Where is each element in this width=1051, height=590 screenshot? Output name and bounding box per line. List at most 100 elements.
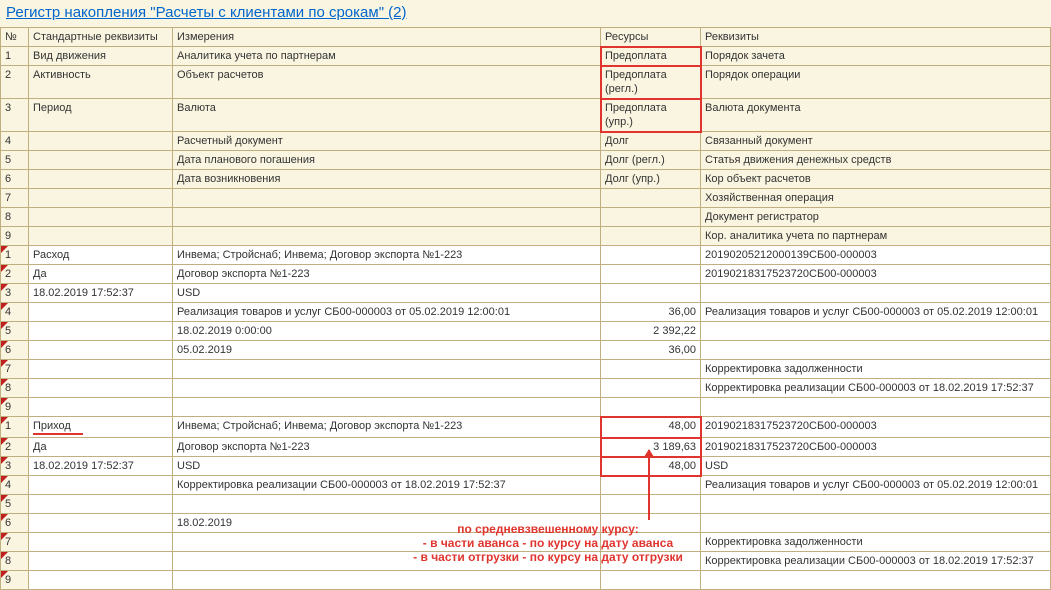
- table-row[interactable]: 5: [1, 495, 1051, 514]
- cell-res: Предоплата (упр.): [601, 99, 701, 132]
- table-row[interactable]: 7 Корректировка задолженности: [1, 360, 1051, 379]
- register-table: № Стандартные реквизиты Измерения Ресурс…: [0, 27, 1051, 590]
- row-num: 3: [1, 457, 29, 476]
- cell-res: Предоплата: [601, 47, 701, 66]
- table-row[interactable]: 8Корректировка реализации СБ00-000003 от…: [1, 379, 1051, 398]
- cell-req: [701, 341, 1051, 360]
- table-row[interactable]: 318.02.2019 17:52:37USD: [1, 284, 1051, 303]
- cell-req: USD: [701, 457, 1051, 476]
- table-row[interactable]: 6Дата возникновенияДолг (упр.)Кор объект…: [1, 170, 1051, 189]
- row-num: 6: [1, 341, 29, 360]
- cell-res: 2 392,22: [601, 322, 701, 341]
- row-num: 5: [1, 322, 29, 341]
- cell-req: 20190205212000139СБ00-000003: [701, 246, 1051, 265]
- col-res: Ресурсы: [601, 28, 701, 47]
- page-title[interactable]: Регистр накопления "Расчеты с клиентами …: [0, 0, 1051, 27]
- table-row[interactable]: 5Дата планового погашенияДолг (регл.)Ста…: [1, 151, 1051, 170]
- table-row[interactable]: 7Хозяйственная операция: [1, 189, 1051, 208]
- cell-dim: Аналитика учета по партнерам: [173, 47, 601, 66]
- cell-dim: [173, 360, 601, 379]
- table-row[interactable]: 9: [1, 398, 1051, 417]
- cell-dim: Договор экспорта №1-223: [173, 265, 601, 284]
- cell-std: [29, 189, 173, 208]
- cell-req: Документ регистратор: [701, 208, 1051, 227]
- cell-dim: [173, 227, 601, 246]
- annotation-line-2: - в части аванса - по курсу на дату аван…: [328, 536, 768, 550]
- row-num: 5: [1, 151, 29, 170]
- cell-std: [29, 360, 173, 379]
- cell-req: [701, 495, 1051, 514]
- cell-req: Кор. аналитика учета по партнерам: [701, 227, 1051, 246]
- cell-std: [29, 303, 173, 322]
- cell-dim: Договор экспорта №1-223: [173, 438, 601, 457]
- table-row[interactable]: 8Документ регистратор: [1, 208, 1051, 227]
- cell-dim: [173, 571, 601, 590]
- cell-std: Приход: [29, 417, 173, 438]
- cell-dim: [173, 398, 601, 417]
- table-row[interactable]: 1РасходИнвема; Стройснаб; Инвема; Догово…: [1, 246, 1051, 265]
- cell-dim: Дата возникновения: [173, 170, 601, 189]
- cell-std: Да: [29, 265, 173, 284]
- cell-dim: Валюта: [173, 99, 601, 132]
- cell-dim: 05.02.2019: [173, 341, 601, 360]
- cell-std: Да: [29, 438, 173, 457]
- cell-res: [601, 398, 701, 417]
- cell-res: Предоплата (регл.): [601, 66, 701, 99]
- row-num: 9: [1, 571, 29, 590]
- cell-std: Период: [29, 99, 173, 132]
- row-num: 1: [1, 417, 29, 438]
- cell-std: [29, 398, 173, 417]
- cell-res: [601, 208, 701, 227]
- cell-dim: [173, 189, 601, 208]
- table-row[interactable]: 3ПериодВалютаПредоплата (упр.)Валюта док…: [1, 99, 1051, 132]
- cell-res: 36,00: [601, 341, 701, 360]
- cell-req: Реализация товаров и услуг СБ00-000003 о…: [701, 303, 1051, 322]
- cell-std: [29, 341, 173, 360]
- cell-req: [701, 284, 1051, 303]
- row-num: 6: [1, 170, 29, 189]
- cell-res: Долг (регл.): [601, 151, 701, 170]
- cell-dim: Реализация товаров и услуг СБ00-000003 о…: [173, 303, 601, 322]
- row-num: 4: [1, 476, 29, 495]
- cell-req: Корректировка реализации СБ00-000003 от …: [701, 379, 1051, 398]
- cell-std: [29, 132, 173, 151]
- table-row[interactable]: 2ДаДоговор экспорта №1-2233 189,63201902…: [1, 438, 1051, 457]
- row-num: 7: [1, 360, 29, 379]
- row-num: 3: [1, 99, 29, 132]
- cell-std: [29, 552, 173, 571]
- cell-res: [601, 476, 701, 495]
- table-row[interactable]: 5 18.02.2019 0:00:002 392,22: [1, 322, 1051, 341]
- cell-req: [701, 398, 1051, 417]
- table-row[interactable]: 4 Корректировка реализации СБ00-000003 от…: [1, 476, 1051, 495]
- annotation-line-3: - в части отгрузки - по курсу на дату от…: [328, 550, 768, 564]
- cell-std: [29, 322, 173, 341]
- cell-res: Долг (упр.): [601, 170, 701, 189]
- register-view: Регистр накопления "Расчеты с клиентами …: [0, 0, 1051, 590]
- row-num: 2: [1, 66, 29, 99]
- cell-req: Корректировка задолженности: [701, 360, 1051, 379]
- table-row[interactable]: 6 05.02.201936,00: [1, 341, 1051, 360]
- table-row[interactable]: 4Реализация товаров и услуг СБ00-000003 …: [1, 303, 1051, 322]
- cell-res: [601, 284, 701, 303]
- table-row[interactable]: 1Вид движенияАналитика учета по партнера…: [1, 47, 1051, 66]
- table-row[interactable]: 1ПриходИнвема; Стройснаб; Инвема; Догово…: [1, 417, 1051, 438]
- table-row[interactable]: 2ДаДоговор экспорта №1-22320190218317523…: [1, 265, 1051, 284]
- table-row[interactable]: 2АктивностьОбъект расчетовПредоплата (ре…: [1, 66, 1051, 99]
- cell-dim: Корректировка реализации СБ00-000003 от …: [173, 476, 601, 495]
- row-num: 7: [1, 533, 29, 552]
- cell-dim: Дата планового погашения: [173, 151, 601, 170]
- table-row[interactable]: 9: [1, 571, 1051, 590]
- cell-req: Реализация товаров и услуг СБ00-000003 о…: [701, 476, 1051, 495]
- cell-res: 48,00: [601, 417, 701, 438]
- table-row[interactable]: 9Кор. аналитика учета по партнерам: [1, 227, 1051, 246]
- cell-std: [29, 208, 173, 227]
- row-num: 7: [1, 189, 29, 208]
- table-row[interactable]: 318.02.2019 17:52:37USD48,00USD: [1, 457, 1051, 476]
- col-req: Реквизиты: [701, 28, 1051, 47]
- cell-dim: 18.02.2019 0:00:00: [173, 322, 601, 341]
- row-num: 1: [1, 246, 29, 265]
- table-row[interactable]: 4Расчетный документДолгСвязанный докумен…: [1, 132, 1051, 151]
- cell-dim: Инвема; Стройснаб; Инвема; Договор экспо…: [173, 417, 601, 438]
- col-std: Стандартные реквизиты: [29, 28, 173, 47]
- row-num: 1: [1, 47, 29, 66]
